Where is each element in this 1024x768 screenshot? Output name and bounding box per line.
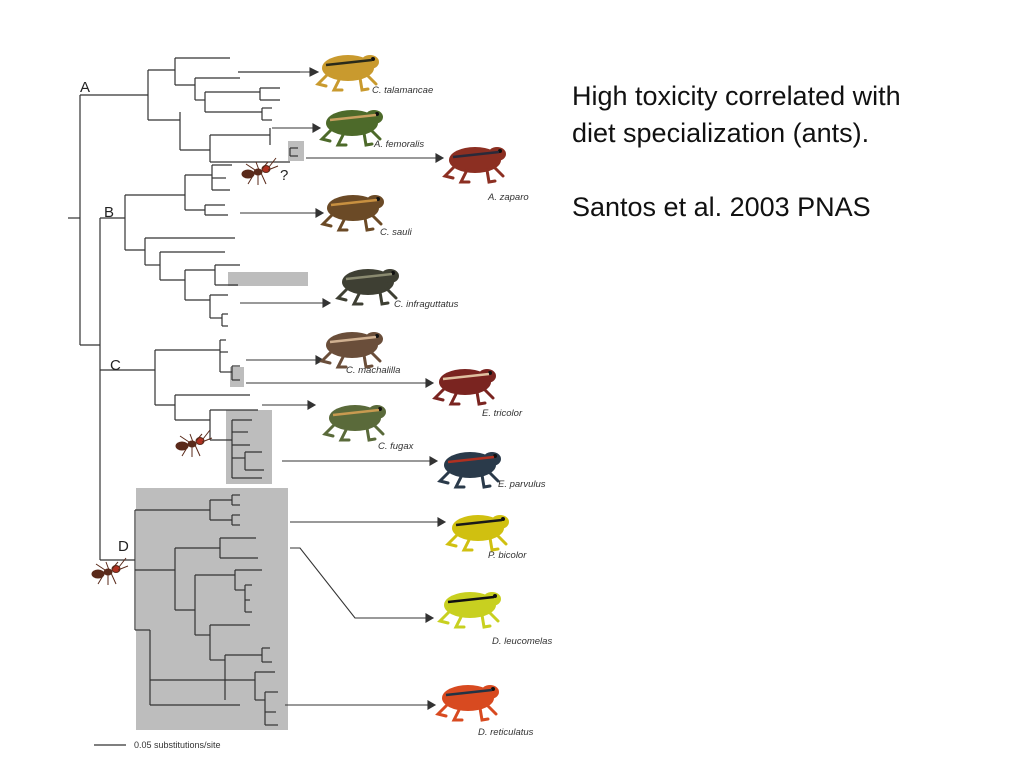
ant-icon (241, 157, 279, 185)
tree-branches (68, 57, 300, 726)
frog-illustration (315, 55, 379, 92)
species-label: C. talamancae (372, 85, 433, 96)
species-label: C. machalilla (346, 365, 400, 376)
phylogenetic-tree: A B C D ? C. talamancae A. femoralis A. … (68, 55, 552, 750)
frog-illustration (319, 332, 383, 369)
clade-label-a: A (80, 79, 90, 96)
slide-notes: High toxicity correlated with diet speci… (572, 78, 1012, 226)
species-label: D. leucomelas (492, 636, 552, 647)
species-label: C. infraguttatus (394, 299, 459, 310)
species-label: D. reticulatus (478, 727, 534, 738)
question-mark: ? (280, 167, 288, 184)
clade-label-b: B (104, 204, 114, 221)
ant-icon (91, 557, 129, 585)
citation-text: Santos et al. 2003 PNAS (572, 192, 871, 222)
species-label: C. sauli (380, 227, 413, 238)
highlight-box-clade-d (136, 488, 288, 730)
species-label: C. fugax (378, 441, 415, 452)
frog-illustration (435, 685, 499, 722)
highlight-box-infraguttatus (228, 272, 308, 286)
frog-illustration (320, 195, 384, 232)
clade-label-d: D (118, 538, 129, 555)
scale-bar-label: 0.05 substitutions/site (134, 740, 221, 750)
frog-illustration (335, 269, 399, 306)
highlight-box-fugax (226, 410, 272, 484)
species-label: A. femoralis (373, 139, 424, 150)
ant-icon (175, 429, 213, 457)
tree-arrows (240, 67, 447, 710)
species-label: P. bicolor (488, 550, 527, 561)
clade-label-c: C (110, 357, 121, 374)
species-label: E. parvulus (498, 479, 546, 490)
frog-illustration (319, 110, 383, 147)
frog-illustration (322, 405, 386, 442)
frog-illustrations (315, 55, 509, 722)
frog-illustration (437, 452, 501, 489)
frog-illustration (437, 592, 501, 629)
species-label: E. tricolor (482, 408, 523, 419)
species-label: A. zaparo (487, 192, 529, 203)
frog-illustration (432, 369, 496, 406)
finding-text-line-1: High toxicity correlated with (572, 81, 901, 111)
finding-text-line-2: diet specialization (ants). (572, 118, 870, 148)
frog-illustration (445, 515, 509, 552)
highlight-box-machalilla (230, 367, 244, 387)
frog-illustration (442, 147, 506, 184)
